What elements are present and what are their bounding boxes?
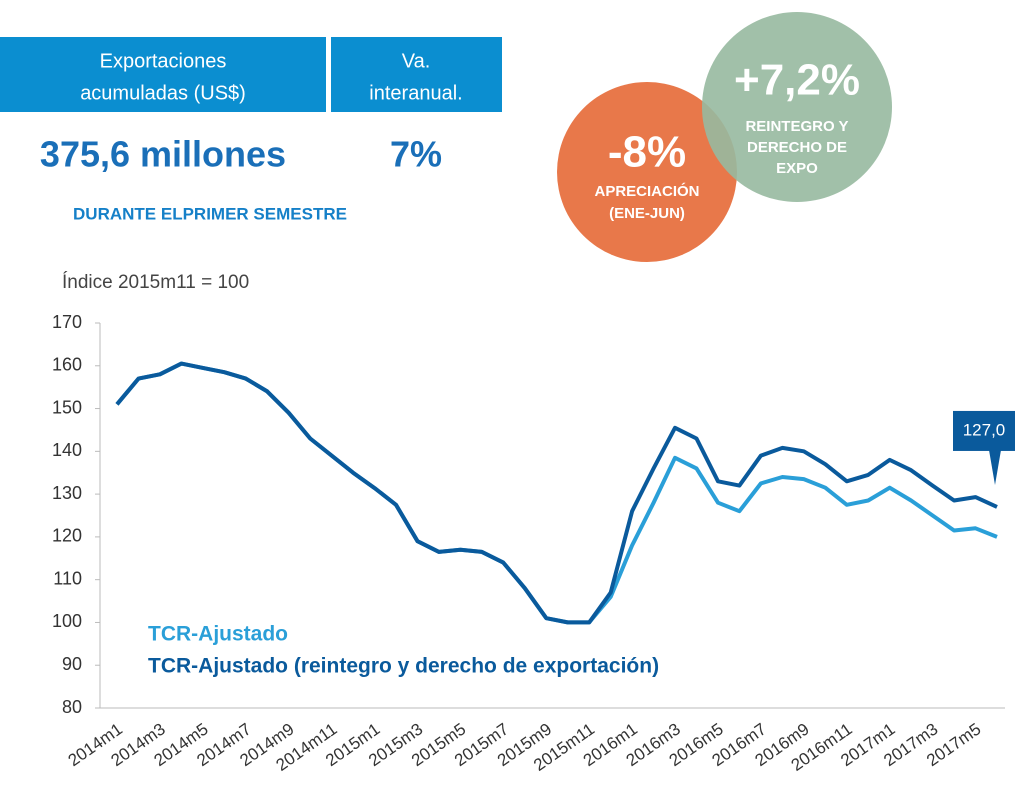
big-number: 7% — [390, 134, 442, 175]
y-tick-label: 140 — [52, 440, 82, 460]
badge-value: -8% — [608, 128, 686, 177]
circle-badge — [702, 12, 892, 202]
note: DURANTE ELPRIMER SEMESTRE — [73, 204, 347, 223]
legend-entry: TCR-Ajustado — [148, 623, 288, 646]
badge-text: EXPO — [776, 160, 818, 177]
header-cell — [0, 37, 326, 112]
data-label: 127,0 — [963, 420, 1006, 439]
series-line — [115, 361, 998, 625]
header-text: interanual. — [369, 82, 462, 104]
y-tick-label: 170 — [52, 312, 82, 332]
header-cell — [331, 37, 502, 112]
y-tick-label: 150 — [52, 397, 82, 417]
badge-text: APRECIACIÓN — [594, 182, 699, 200]
badge-text: REINTEGRO Y — [745, 118, 848, 135]
callout-box — [953, 410, 1015, 451]
header-text: Va. — [402, 50, 431, 72]
header-text: acumuladas (US$) — [80, 82, 246, 104]
y-tick-label: 120 — [52, 526, 82, 546]
callout-pointer — [989, 449, 1001, 485]
badge-value: +7,2% — [734, 56, 860, 105]
y-axis-label: Índice 2015m11 = 100 — [62, 272, 249, 293]
y-tick-label: 130 — [52, 483, 82, 503]
y-tick-label: 160 — [52, 355, 82, 375]
y-tick-label: 80 — [62, 697, 82, 717]
y-tick-label: 90 — [62, 654, 82, 674]
badge-text: (ENE-JUN) — [609, 205, 685, 222]
badge-text: DERECHO DE — [747, 139, 847, 156]
y-tick-label: 110 — [53, 568, 82, 588]
y-tick-label: 100 — [52, 611, 82, 631]
header-text: Exportaciones — [100, 50, 227, 72]
big-number: 375,6 millones — [40, 134, 286, 175]
circle-badge — [557, 82, 737, 262]
series-line — [115, 361, 998, 625]
legend-entry: TCR-Ajustado (reintegro y derecho de exp… — [148, 655, 659, 678]
